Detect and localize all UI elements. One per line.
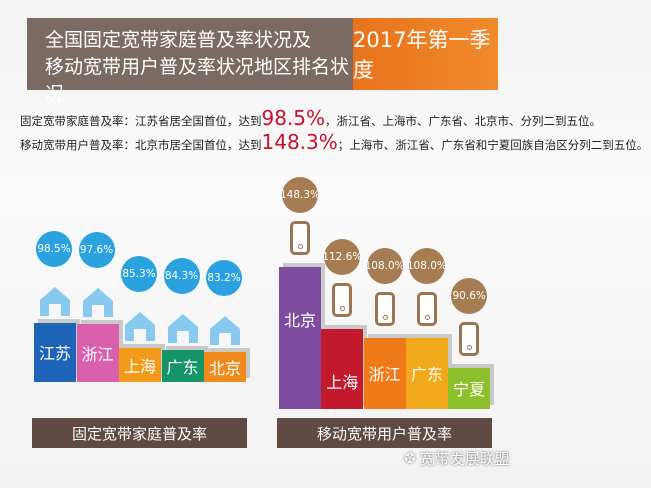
phone-icon xyxy=(332,283,353,318)
mobile-summary-suffix: ；上海市、浙江省、广东省和宁夏回族自治区分列二到五位。 xyxy=(337,138,649,152)
fixed-summary: 固定宽带家庭普及率：江苏省居全国首位，达到98.5%，浙江省、上海市、广东省、北… xyxy=(20,106,601,130)
bar-4: 北京 xyxy=(204,351,246,382)
fixed-summary-prefix: 固定宽带家庭普及率：江苏省居全国首位，达到 xyxy=(20,114,262,128)
house-icon xyxy=(209,314,241,346)
house-icon xyxy=(167,312,199,344)
header-period: 2017年第一季度 xyxy=(353,18,498,90)
house-icon xyxy=(39,285,71,317)
mobile-summary-value: 148.3% xyxy=(261,130,338,154)
mobile-chart-title: 移动宽带用户普及率 xyxy=(277,418,492,448)
watermark-text: 宽带发展联盟 xyxy=(419,450,510,468)
bar-0: 江苏 xyxy=(34,322,76,382)
bar-4: 宁夏 xyxy=(448,367,491,409)
value-label: 97.6% xyxy=(78,232,115,269)
bar-2: 浙江 xyxy=(363,337,406,409)
house-icon xyxy=(124,310,156,342)
fixed-summary-value: 98.5% xyxy=(261,106,326,130)
value-label: 90.6% xyxy=(451,277,488,314)
bar-2: 上海 xyxy=(119,347,161,382)
bar-1: 浙江 xyxy=(76,324,119,382)
phone-icon xyxy=(416,291,437,326)
phone-icon xyxy=(459,321,480,356)
title-line-1: 全国固定宽带家庭普及率状况及 xyxy=(45,29,312,51)
value-label: 98.5% xyxy=(36,230,72,267)
fixed-summary-suffix: ，浙江省、上海市、广东省、北京市、分列二到五位。 xyxy=(325,114,602,128)
value-label: 85.3% xyxy=(121,255,157,292)
value-label: 108.0% xyxy=(365,247,405,284)
wechat-icon: ✪ xyxy=(404,450,416,467)
value-label: 148.3% xyxy=(280,176,320,213)
phone-button xyxy=(382,314,388,320)
phone-button xyxy=(298,243,303,249)
watermark: ✪ 宽带发展联盟 xyxy=(404,448,510,469)
value-label: 108.0% xyxy=(407,247,447,284)
value-label: 84.3% xyxy=(163,257,200,294)
bar-0: 北京 xyxy=(279,266,321,409)
house-icon xyxy=(82,286,114,318)
phone-button xyxy=(340,306,346,312)
bar-3: 广东 xyxy=(405,337,448,409)
phone-button xyxy=(424,314,430,320)
mobile-summary-prefix: 移动宽带用户普及率：北京市居全国首位，达到 xyxy=(20,138,262,152)
value-label: 83.2% xyxy=(206,259,242,296)
phone-icon xyxy=(374,291,395,326)
title-line-2: 移动宽带用户普及率状况地区排名状况 xyxy=(45,56,350,105)
value-label: 112.6% xyxy=(322,239,362,276)
header-title: 全国固定宽带家庭普及率状况及 移动宽带用户普及率状况地区排名状况 xyxy=(27,18,353,105)
phone-button xyxy=(467,344,473,350)
bar-1: 上海 xyxy=(321,329,364,409)
bar-3: 广东 xyxy=(161,349,204,382)
phone-icon xyxy=(290,220,310,255)
mobile-summary: 移动宽带用户普及率：北京市居全国首位，达到148.3%；上海市、浙江省、广东省和… xyxy=(20,130,648,154)
fixed-chart-title: 固定宽带家庭普及率 xyxy=(32,418,247,448)
